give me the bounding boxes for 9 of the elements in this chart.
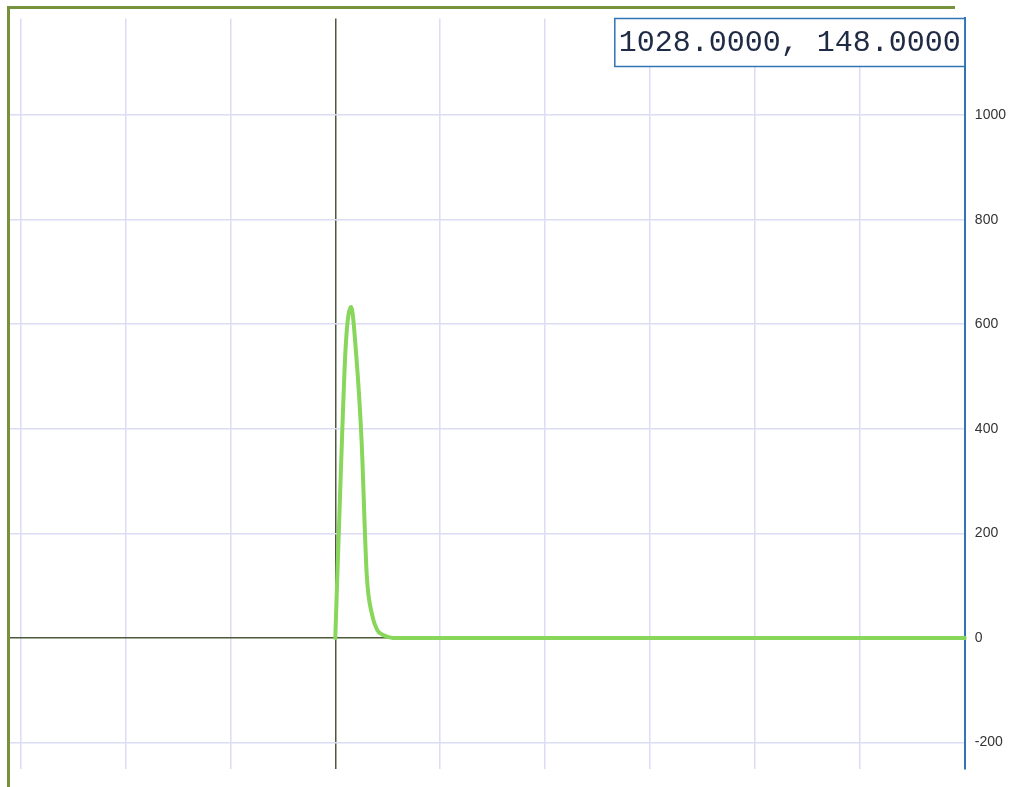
y-tick-label: 0: [974, 628, 983, 645]
y-tick-label: 1000: [974, 105, 1007, 122]
annotation: 1028.0000, 148.0000: [618, 26, 961, 61]
y-tick-label: 600: [974, 315, 999, 332]
y-tick-label: -200: [974, 733, 1004, 750]
y-tick-label: 800: [974, 210, 999, 227]
y-tick-label: 200: [974, 524, 999, 541]
y-tick-label: 400: [974, 419, 999, 436]
line-series: [333, 304, 967, 640]
